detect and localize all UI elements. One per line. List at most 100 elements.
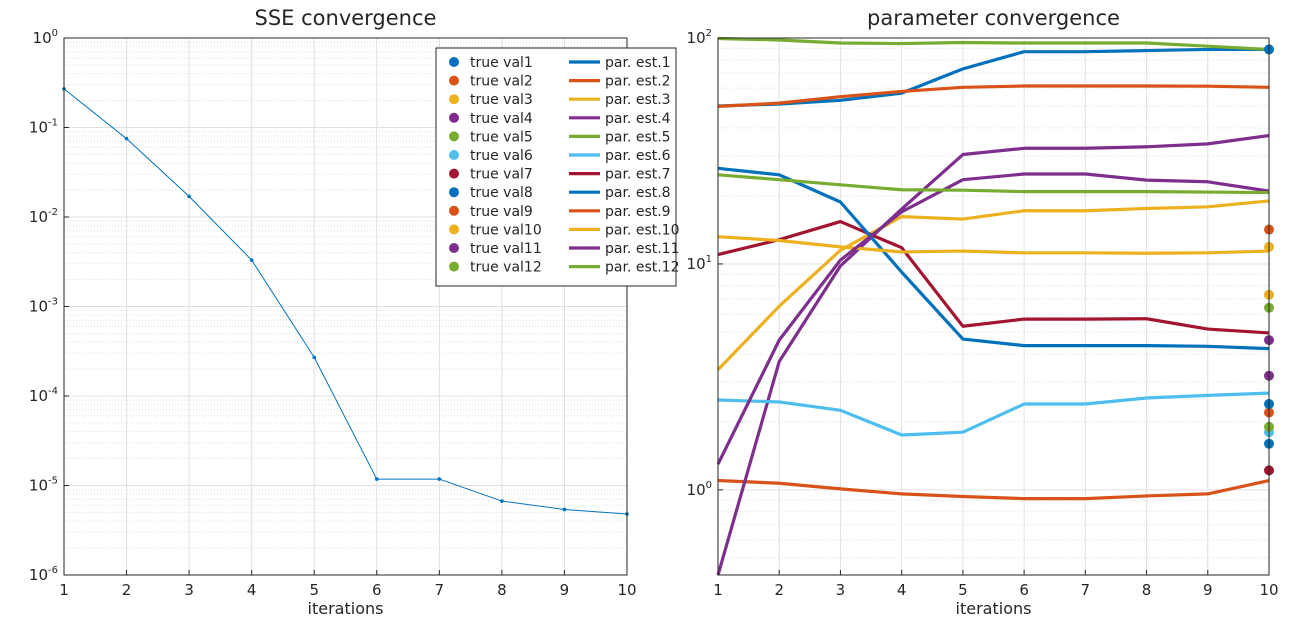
sse-data-point [500, 499, 504, 503]
sse-data-point [374, 477, 379, 481]
sse-x-tick-label: 3 [184, 581, 194, 599]
sse-y-tick-label: 10-1 [29, 118, 58, 137]
legend-true-label-5: true val5 [470, 129, 533, 145]
legend-true-marker-12 [449, 261, 459, 272]
legend-true-marker-4 [449, 112, 459, 123]
legend-true-label-9: true val9 [470, 204, 533, 220]
legend-est-label-4: par. est.4 [605, 111, 671, 127]
sse-data-point [124, 136, 129, 141]
legend-true-marker-2 [449, 75, 459, 86]
sse-data-point [312, 355, 317, 360]
legend-true-marker-1 [449, 57, 459, 67]
legend-true-marker-11 [449, 243, 459, 253]
sse-x-tick-label: 1 [59, 581, 69, 599]
par-series-line-8 [717, 166, 1270, 351]
par-y-tick-label: 101 [687, 254, 712, 273]
legend-est-label-12: par. est.12 [605, 260, 680, 276]
par-y-tick-label: 100 [687, 480, 712, 499]
legend-true-marker-9 [449, 205, 459, 216]
sse-x-tick-label: 6 [372, 581, 382, 599]
sse-y-tick-label: 10-5 [29, 476, 58, 495]
par-x-tick-label: 9 [1203, 581, 1213, 599]
par-x-tick-label: 5 [958, 581, 968, 599]
legend-true-label-4: true val4 [470, 111, 533, 127]
sse-x-tick-label: 2 [122, 581, 132, 599]
sse-x-tick-label: 7 [435, 581, 445, 599]
sse-x-axis-label: iterations [308, 599, 384, 618]
legend-true-label-10: true val10 [470, 222, 542, 238]
par-x-tick-label: 1 [713, 581, 723, 599]
par-series-line-7 [717, 219, 1270, 335]
legend: true val1 par. est.1 true val2 par. est.2 tr… [435, 47, 680, 287]
parameter-convergence-panel: 1 2 3 4 5 6 7 8 9 10 100 101 102 parameter convergenc… [687, 6, 1279, 618]
par-minor-grid [718, 47, 1269, 559]
sse-x-tick-label: 4 [247, 581, 257, 599]
par-series-line-12 [717, 173, 1270, 195]
sse-data-point [187, 194, 191, 199]
sse-chart-title: SSE convergence [255, 6, 437, 30]
sse-data-point [562, 507, 567, 512]
legend-true-marker-3 [449, 94, 459, 105]
sse-x-tick-label: 8 [497, 581, 507, 599]
legend-est-label-7: par. est.7 [605, 167, 671, 183]
sse-data-point [437, 477, 442, 481]
par-x-tick-label: 2 [774, 581, 784, 599]
legend-est-label-9: par. est.9 [605, 204, 671, 220]
par-x-tick-label: 3 [836, 581, 846, 599]
legend-true-label-2: true val2 [470, 74, 533, 90]
sse-y-tick-label: 10-4 [29, 386, 58, 405]
par-x-tick-label: 8 [1142, 581, 1152, 599]
legend-est-label-3: par. est.3 [605, 92, 671, 108]
legend-true-marker-6 [449, 150, 459, 160]
legend-true-label-7: true val7 [470, 167, 533, 183]
legend-est-label-5: par. est.5 [605, 129, 671, 145]
legend-true-label-1: true val1 [470, 55, 533, 71]
legend-true-marker-7 [449, 168, 459, 179]
par-series-line-10 [717, 235, 1270, 255]
legend-est-label-1: par. est.1 [605, 55, 671, 71]
legend-true-label-3: true val3 [470, 92, 533, 108]
legend-true-marker-8 [449, 187, 459, 198]
sse-x-tick-label: 5 [309, 581, 319, 599]
par-x-tick-label: 6 [1019, 581, 1029, 599]
sse-series-line-1 [63, 88, 628, 515]
sse-data-point [249, 258, 254, 262]
par-x-tick-label: 7 [1081, 581, 1091, 599]
par-series-line-6 [717, 391, 1270, 437]
par-series-line-3 [716, 199, 1270, 371]
par-axes-box [717, 37, 1270, 576]
legend-true-marker-5 [449, 131, 459, 142]
legend-box [435, 47, 677, 287]
legend-true-marker-10 [449, 224, 459, 235]
par-major-grid [717, 37, 1270, 575]
par-series-group [716, 36, 1270, 576]
legend-est-label-6: par. est.6 [605, 148, 671, 164]
par-y-tick-label: 102 [687, 28, 712, 47]
sse-x-tick-label: 10 [617, 581, 636, 599]
sse-y-tick-label: 100 [33, 28, 58, 47]
par-series-line-5 [717, 36, 1270, 52]
legend-est-label-2: par. est.2 [605, 74, 671, 90]
sse-y-tick-label: 10-2 [29, 207, 58, 226]
sse-ticks: 1 2 3 4 5 6 7 8 9 10 100 10-1 10-2 10-3 10-4 10-5 10-6 [29, 28, 637, 599]
legend-est-label-8: par. est.8 [605, 185, 671, 201]
par-series-line-9 [717, 84, 1270, 109]
legend-true-label-11: true val11 [470, 241, 542, 257]
sse-x-tick-label: 9 [560, 581, 570, 599]
legend-true-label-8: true val8 [470, 185, 533, 201]
legend-est-label-10: par. est.10 [605, 222, 680, 238]
par-series-line-11 [716, 172, 1270, 465]
par-x-tick-label: 4 [897, 581, 907, 599]
par-chart-title: parameter convergence [867, 6, 1120, 30]
sse-y-tick-label: 10-3 [29, 297, 58, 316]
sse-series-group [62, 87, 629, 516]
par-series-line-4 [716, 133, 1270, 576]
legend-true-label-6: true val6 [470, 148, 533, 164]
par-series-line-1 [717, 47, 1269, 108]
par-ticks: 1 2 3 4 5 6 7 8 9 10 100 101 102 [687, 28, 1279, 599]
par-series-line-2 [717, 478, 1270, 501]
sse-y-tick-label: 10-6 [29, 565, 58, 584]
par-x-tick-label: 10 [1259, 581, 1278, 599]
legend-true-label-12: true val12 [470, 260, 542, 276]
